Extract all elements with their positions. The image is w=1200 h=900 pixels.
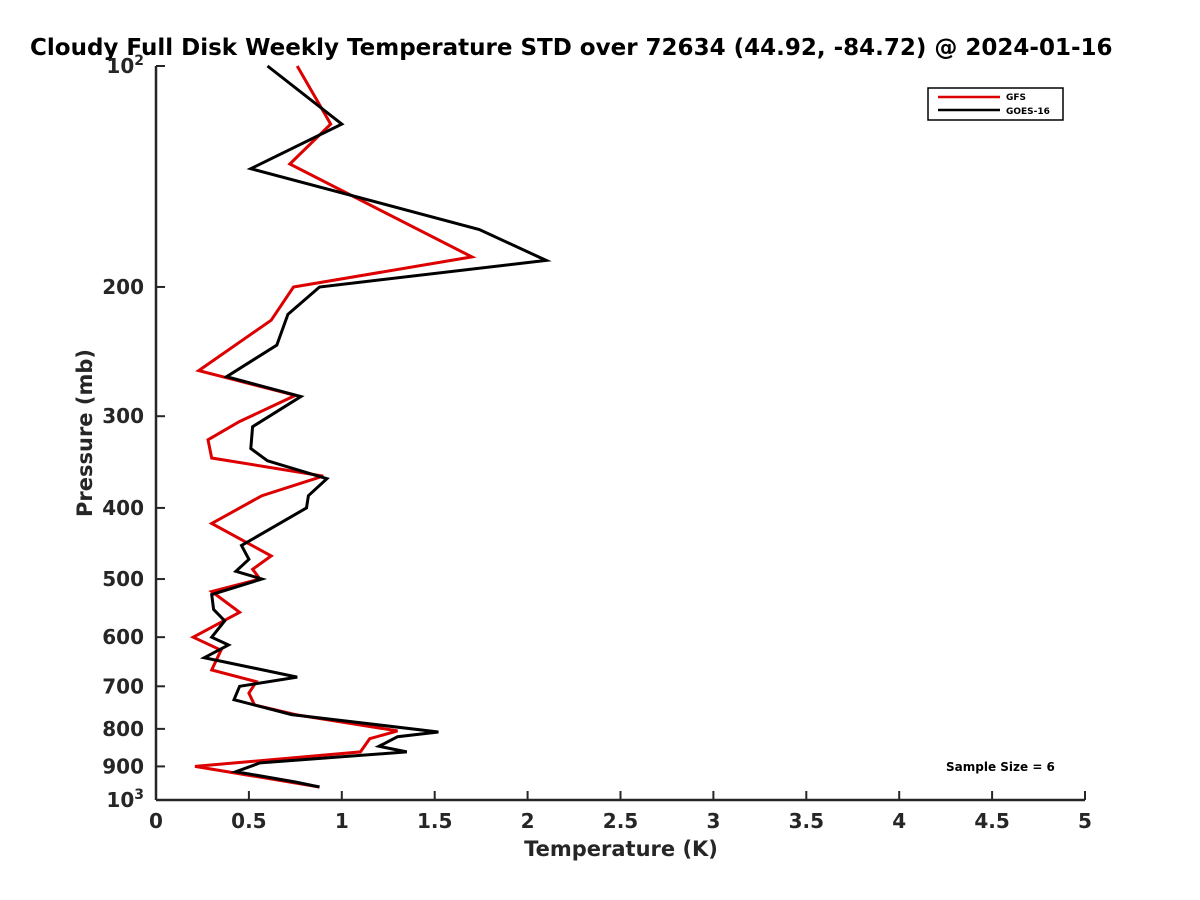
x-tick-label: 4 xyxy=(892,809,906,833)
legend-label-goes16: GOES-16 xyxy=(1006,107,1050,117)
x-tick-label: 5 xyxy=(1078,809,1092,833)
x-tick-label: 1 xyxy=(335,809,349,833)
legend-box xyxy=(927,87,1064,121)
x-tick-label: 2.5 xyxy=(603,809,638,833)
x-axis-title: Temperature (K) xyxy=(524,837,718,861)
x-tick-label: 3 xyxy=(706,809,720,833)
x-tick-label: 2 xyxy=(521,809,535,833)
y-tick-label: 800 xyxy=(102,717,144,741)
y-axis-title: Pressure (mb) xyxy=(73,349,97,517)
y-tick-label: 300 xyxy=(102,404,144,428)
legend-label-gfs: GFS xyxy=(1006,93,1026,103)
x-axis-ticks: 0 0.5 1 1.5 2 2.5 3 3.5 4 4.5 5 xyxy=(149,791,1092,833)
y-tick-label: 600 xyxy=(102,625,144,649)
y-tick-label: 102 xyxy=(106,53,144,78)
x-tick-label: 4.5 xyxy=(974,809,1009,833)
legend: GFS GOES-16 xyxy=(927,87,1064,121)
x-tick-label: 0.5 xyxy=(231,809,266,833)
x-tick-label: 0 xyxy=(149,809,163,833)
x-tick-label: 1.5 xyxy=(417,809,452,833)
y-tick-label: 500 xyxy=(102,567,144,591)
y-tick-label: 700 xyxy=(102,674,144,698)
x-tick-label: 3.5 xyxy=(789,809,824,833)
y-tick-label: 200 xyxy=(102,275,144,299)
axes xyxy=(154,66,1085,802)
chart-title: Cloudy Full Disk Weekly Temperature STD … xyxy=(30,35,1113,61)
sample-size-annotation: Sample Size = 6 xyxy=(946,760,1055,774)
y-tick-label: 900 xyxy=(102,754,144,778)
y-tick-label: 103 xyxy=(106,787,144,812)
series-line-gfs xyxy=(189,65,477,789)
plot-lines xyxy=(189,64,552,789)
series-line-goes16 xyxy=(199,64,552,789)
y-tick-label: 400 xyxy=(102,496,144,520)
y-axis-ticks: 102 200 300 400 500 600 700 800 900 103 xyxy=(102,53,165,812)
